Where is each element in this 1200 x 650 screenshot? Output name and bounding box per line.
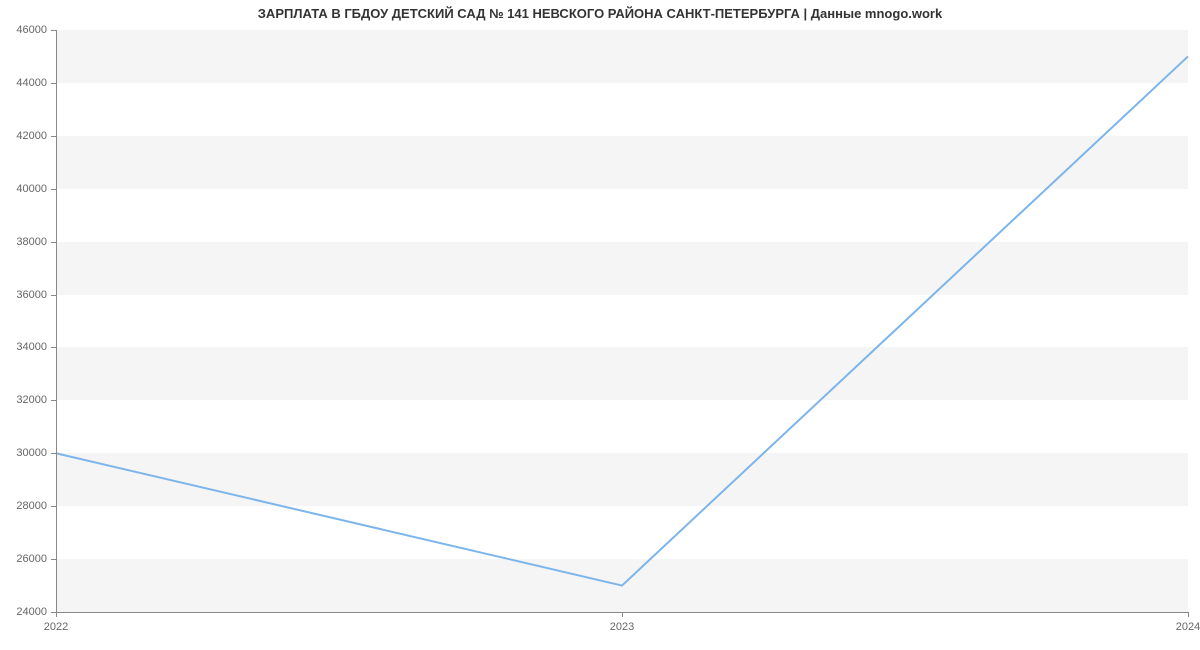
y-tick-mark [51,136,56,137]
y-tick-mark [51,347,56,348]
y-tick-mark [51,559,56,560]
y-tick-label: 34000 [0,341,47,353]
y-tick-mark [51,295,56,296]
y-tick-mark [51,30,56,31]
salary-line-chart: ЗАРПЛАТА В ГБДОУ ДЕТСКИЙ САД № 141 НЕВСК… [0,0,1200,650]
plot-area: 2400026000280003000032000340003600038000… [56,30,1188,612]
chart-svg-layer [56,30,1188,612]
x-tick-label: 2023 [592,621,652,633]
y-tick-label: 30000 [0,447,47,459]
y-tick-mark [51,400,56,401]
chart-title: ЗАРПЛАТА В ГБДОУ ДЕТСКИЙ САД № 141 НЕВСК… [0,6,1200,21]
y-tick-label: 26000 [0,553,47,565]
x-tick-mark [1188,612,1189,617]
y-tick-mark [51,506,56,507]
y-tick-label: 40000 [0,183,47,195]
x-tick-label: 2024 [1158,621,1200,633]
x-tick-mark [56,612,57,617]
y-tick-label: 42000 [0,130,47,142]
y-tick-label: 38000 [0,236,47,248]
y-tick-mark [51,189,56,190]
y-tick-mark [51,453,56,454]
y-tick-label: 32000 [0,394,47,406]
y-tick-label: 24000 [0,606,47,618]
x-tick-label: 2022 [26,621,86,633]
y-tick-label: 36000 [0,289,47,301]
y-tick-label: 28000 [0,500,47,512]
y-tick-mark [51,83,56,84]
y-tick-label: 46000 [0,24,47,36]
x-tick-mark [622,612,623,617]
y-tick-mark [51,242,56,243]
y-tick-label: 44000 [0,77,47,89]
series-line-salary [56,56,1188,585]
y-axis-line [56,30,57,612]
